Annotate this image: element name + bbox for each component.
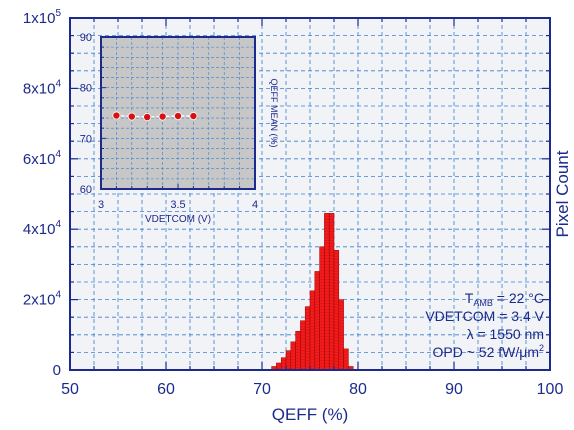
measurement-conditions: TAMB = 22 °C VDETCOM = 3.4 V λ = 1550 nm…	[425, 290, 544, 360]
inset-x-tick-labels: 3 3.5 4	[98, 199, 258, 211]
inset-y-tick-label: 60	[80, 184, 92, 196]
inset-x-tick-label: 3.5	[170, 199, 185, 211]
inset-data-point	[143, 113, 152, 122]
x-tick-label: 90	[445, 381, 463, 398]
annotation-tamb: TAMB = 22 °C	[465, 290, 544, 308]
x-tick-label: 70	[253, 381, 271, 398]
inset-grid	[101, 37, 255, 189]
main-tick-marks	[69, 17, 551, 371]
y-tick-label: 4x104	[23, 219, 62, 238]
histogram-bar	[314, 271, 320, 371]
inset-data-point	[158, 112, 167, 121]
inset-data-point	[173, 112, 182, 121]
y-tick-label: 2x104	[23, 290, 62, 309]
main-y-tick-labels: 0 2x104 4x104 6x104 8x104 1x105	[23, 8, 62, 379]
inset-x-axis-title: VDETCOM (V)	[145, 214, 211, 225]
inset-series	[112, 111, 198, 122]
inset-tick-marks	[100, 36, 256, 190]
inset-y-tick-label: 70	[80, 133, 92, 145]
inset-data-point	[127, 112, 136, 121]
inset-y-tick-label: 90	[80, 32, 92, 44]
x-axis-title: QEFF (%)	[272, 405, 349, 424]
inset-x-tick-label: 3	[98, 199, 104, 211]
annotation-vdetcom: VDETCOM = 3.4 V	[425, 308, 544, 324]
x-tick-label: 60	[157, 381, 175, 398]
x-tick-label: 80	[349, 381, 367, 398]
inset-x-tick-label: 4	[252, 199, 258, 211]
main-x-tick-labels: 50 60 70 80 90 100	[61, 381, 563, 398]
y-tick-label: 6x104	[23, 149, 62, 168]
histogram-bar	[324, 213, 330, 371]
y-tick-label: 8x104	[23, 78, 62, 97]
annotation-opd: OPD ~ 52 fW/μm2	[433, 343, 545, 360]
histogram-bar	[328, 213, 335, 371]
inset-data-point	[112, 111, 121, 120]
inset-data-point	[189, 112, 198, 121]
annotation-wavelength: λ = 1550 nm	[467, 326, 544, 342]
inset-y-axis-title: QEFF MEAN (%)	[269, 79, 279, 148]
inset-y-tick-label: 80	[80, 83, 92, 95]
histogram-bar	[319, 246, 325, 371]
x-tick-label: 100	[537, 381, 564, 398]
y-tick-label: 0	[53, 362, 61, 379]
x-tick-label: 50	[61, 381, 79, 398]
inset-y-tick-labels: 60 70 80 90	[80, 32, 92, 196]
y-tick-label: 1x105	[23, 8, 62, 27]
y-axis-title: Pixel Count	[553, 150, 572, 237]
